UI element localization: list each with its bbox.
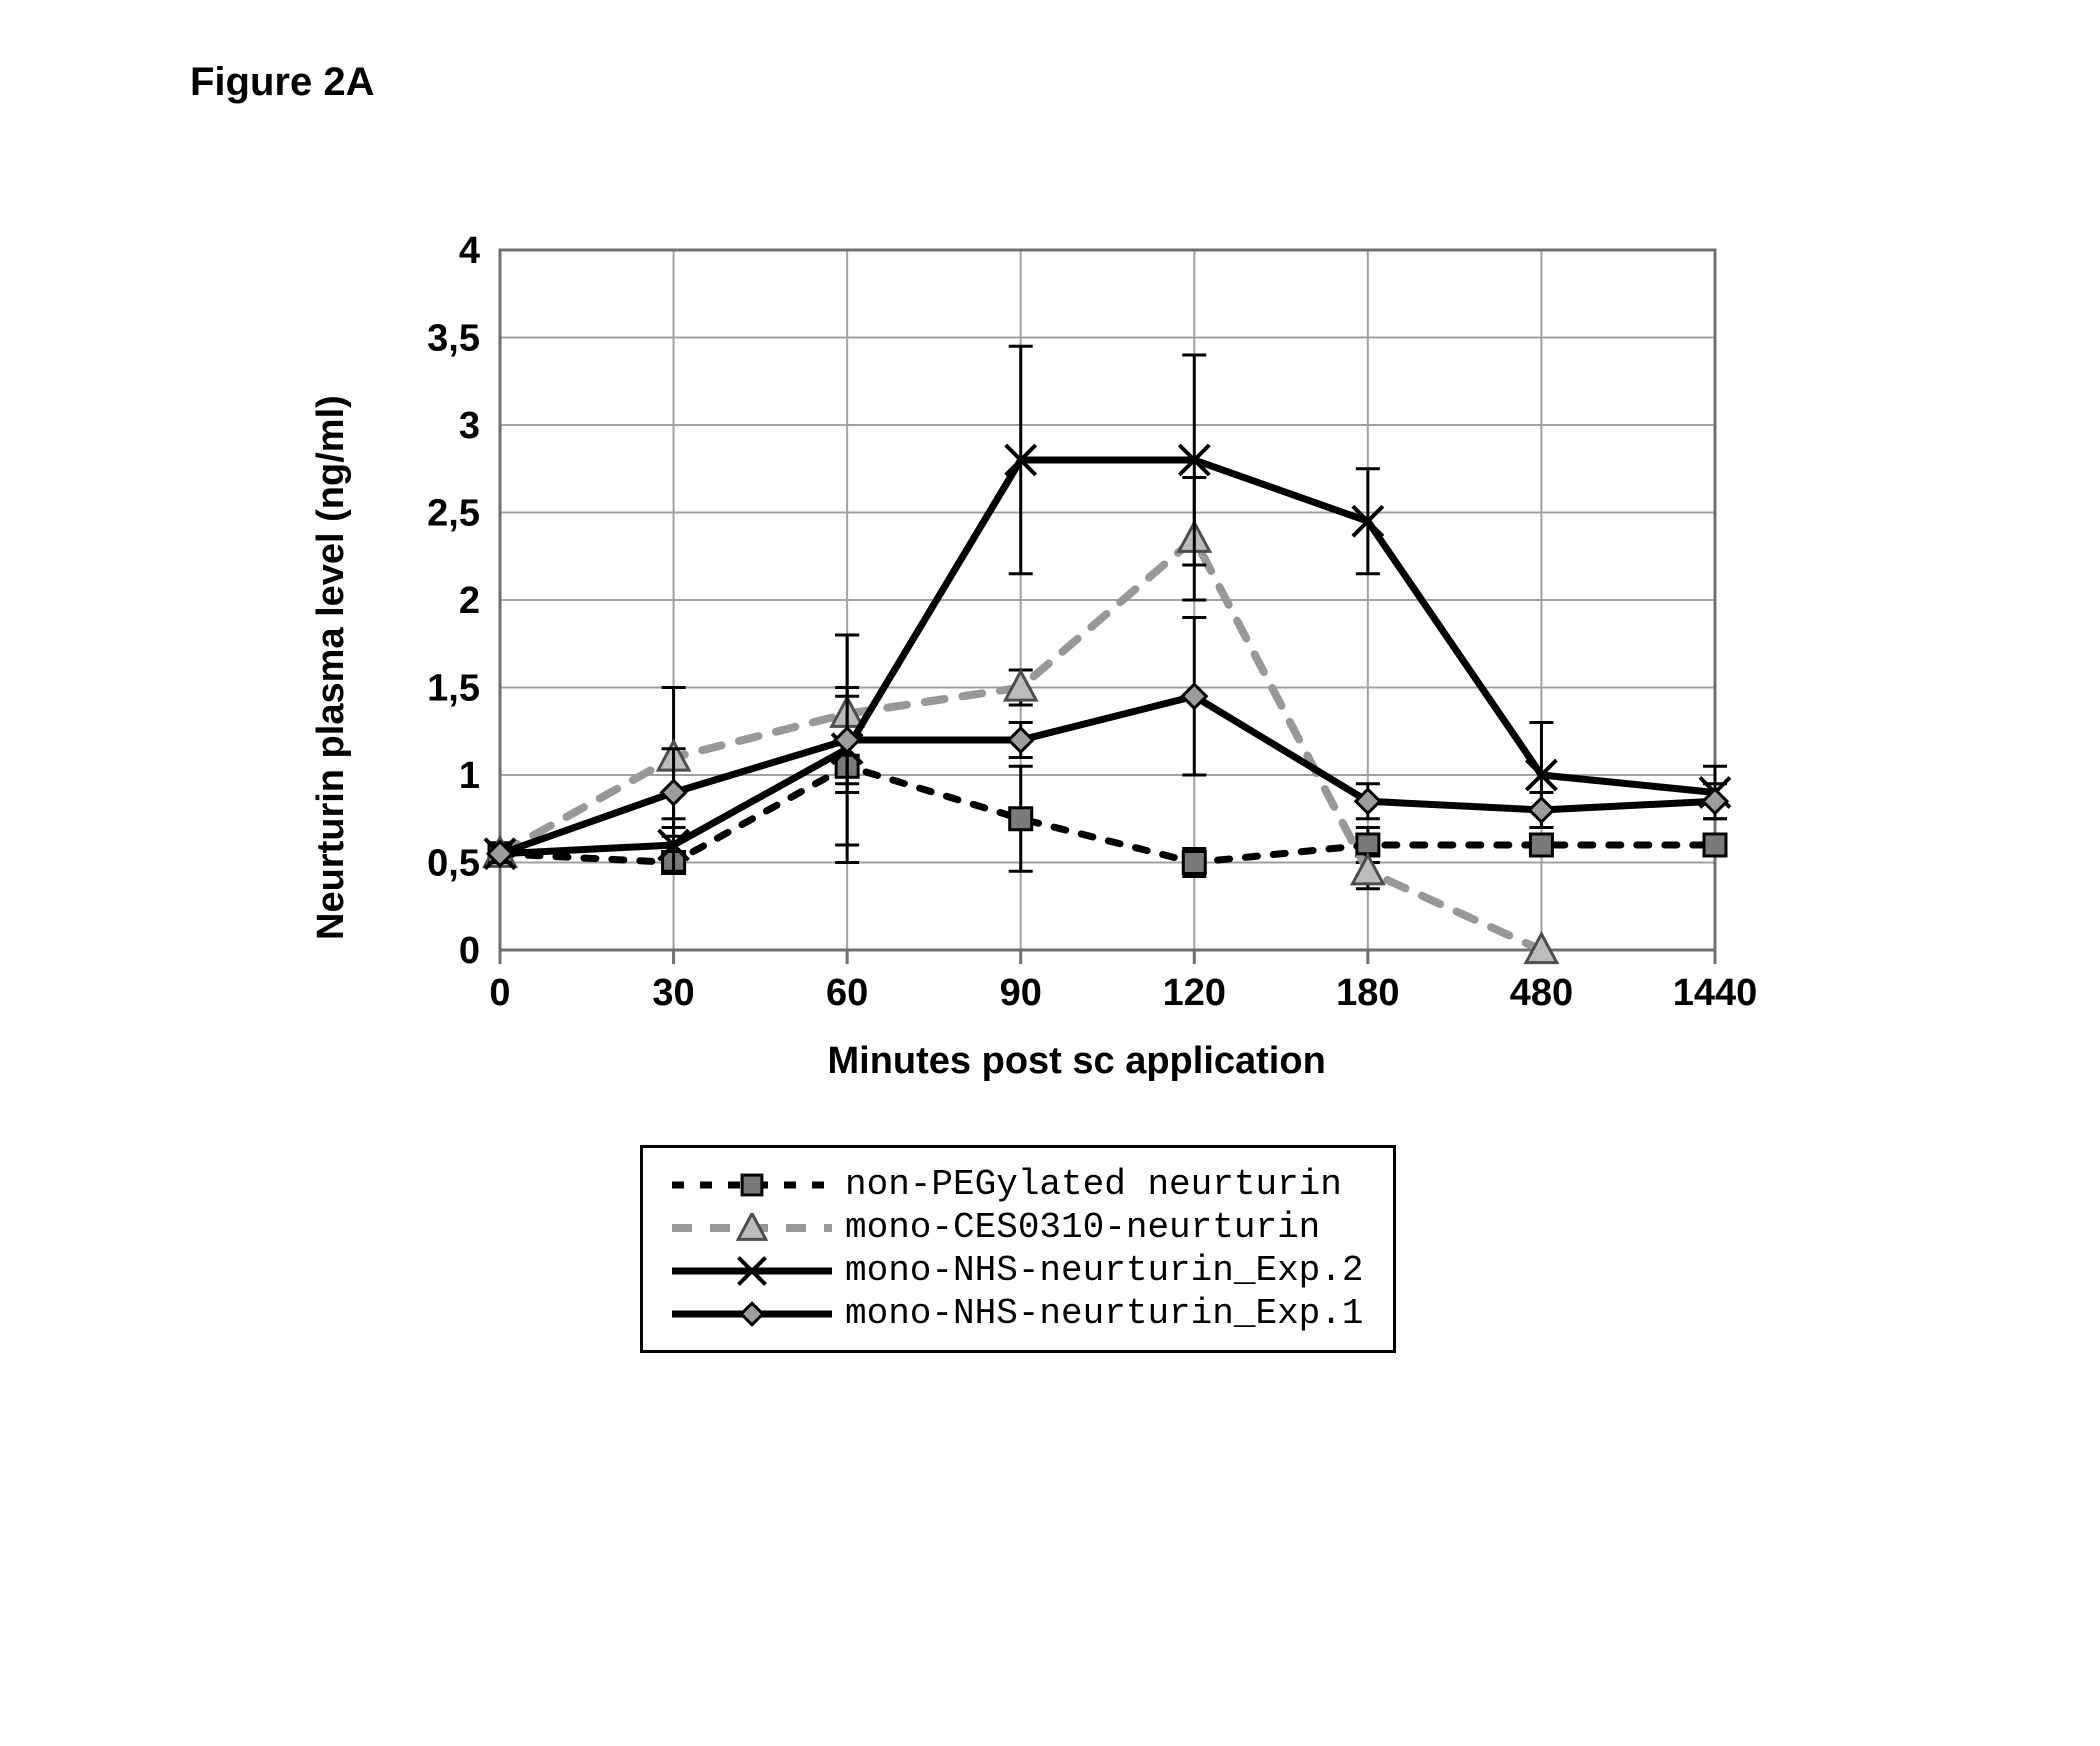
x-tick-label: 0 <box>489 972 510 1014</box>
legend-sample <box>667 1256 837 1286</box>
y-tick-label: 0,5 <box>427 843 480 885</box>
y-tick-label: 3,5 <box>427 318 480 360</box>
y-tick-label: 2 <box>459 580 480 622</box>
x-tick-label: 30 <box>652 972 694 1014</box>
y-tick-label: 3 <box>459 405 480 447</box>
page: { "figure_title": "Figure 2A", "chart": … <box>0 0 2100 1746</box>
x-tick-label: 120 <box>1163 972 1226 1014</box>
legend-item: mono-NHS-neurturin_Exp.1 <box>667 1293 1363 1334</box>
legend-item: mono-NHS-neurturin_Exp.2 <box>667 1250 1363 1291</box>
x-tick-label: 60 <box>826 972 868 1014</box>
x-tick-label: 90 <box>1000 972 1042 1014</box>
y-tick-label: 0 <box>459 930 480 972</box>
x-tick-label: 480 <box>1510 972 1573 1014</box>
y-tick-label: 4 <box>459 230 480 272</box>
x-tick-label: 180 <box>1336 972 1399 1014</box>
legend-label: mono-CES0310-neurturin <box>845 1207 1320 1248</box>
legend-sample <box>667 1170 837 1200</box>
legend-label: non-PEGylated neurturin <box>845 1164 1342 1205</box>
legend: non-PEGylated neurturinmono-CES0310-neur… <box>640 1145 1396 1353</box>
legend-item: non-PEGylated neurturin <box>667 1164 1363 1205</box>
legend-label: mono-NHS-neurturin_Exp.2 <box>845 1250 1363 1291</box>
y-tick-label: 1,5 <box>427 668 480 710</box>
line-chart: 0 0,5 1 1,5 2 2,5 3 3,5 4 0 30 60 90 120 180 480 1440 <box>0 0 2100 1100</box>
legend-label: mono-NHS-neurturin_Exp.1 <box>845 1293 1363 1334</box>
legend-sample <box>667 1213 837 1243</box>
legend-sample <box>667 1299 837 1329</box>
y-tick-label: 1 <box>459 755 480 797</box>
legend-item: mono-CES0310-neurturin <box>667 1207 1363 1248</box>
y-tick-label: 2,5 <box>427 493 480 535</box>
x-tick-label: 1440 <box>1673 972 1758 1014</box>
